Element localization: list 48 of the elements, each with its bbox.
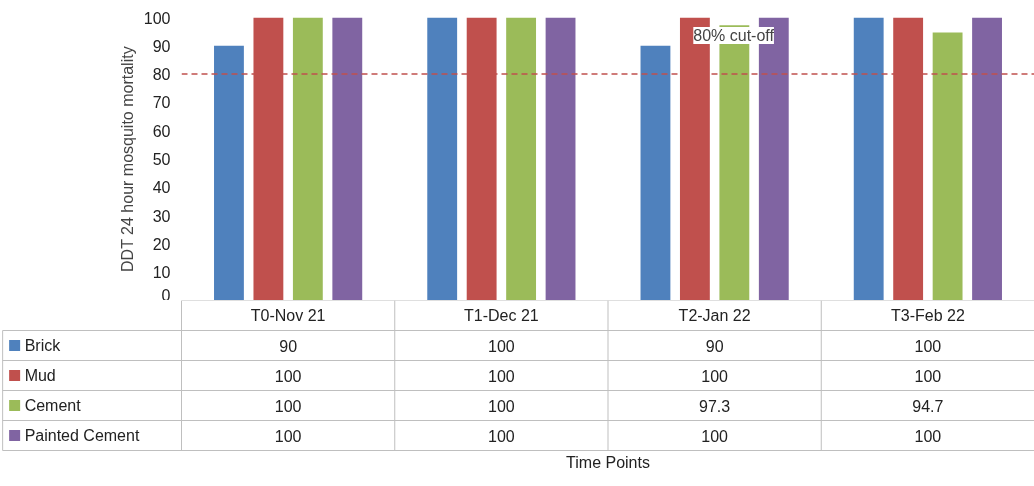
legend-label: Painted Cement: [24, 427, 140, 444]
x-tick-label: T2-Jan 22: [678, 307, 751, 324]
bar: [545, 17, 576, 300]
data-label: 100: [914, 337, 942, 355]
bar: [972, 17, 1002, 300]
y-tick-label: 20: [152, 235, 171, 253]
data-label: 100: [914, 367, 942, 385]
legend-label: Mud: [24, 367, 56, 384]
x-tick-label: T1-Dec 21: [464, 307, 539, 324]
x-tick-label: T3-Feb 22: [890, 307, 965, 324]
bar: [427, 17, 458, 300]
data-label: 100: [701, 367, 729, 385]
y-tick-label: 50: [152, 151, 171, 168]
y-tick-label: 0: [161, 286, 171, 304]
bar: [332, 17, 363, 300]
ref-line-label: 80% cut-off: [693, 27, 775, 45]
bar: [214, 45, 244, 300]
y-tick-label: 40: [152, 179, 171, 197]
y-tick-label: 100: [143, 9, 171, 27]
data-label: 100: [914, 427, 942, 445]
data-label: 100: [274, 367, 302, 385]
data-label: 100: [488, 367, 515, 385]
bar: [506, 17, 537, 300]
y-tick-label: 70: [152, 94, 171, 112]
y-axis-title: DDT 24 hour mosquito mortality: [118, 46, 136, 272]
legend-label: Cement: [24, 397, 82, 414]
x-tick-label: T0-Nov 21: [250, 307, 326, 324]
text: Time Points: [566, 454, 650, 471]
data-label: 97.3: [699, 397, 731, 415]
y-tick-label: 10: [152, 264, 171, 282]
bar: [853, 17, 884, 300]
bar: [932, 32, 963, 300]
legend-label: Brick: [24, 337, 62, 354]
data-label: 100: [274, 427, 302, 445]
y-tick-label: 60: [152, 122, 171, 140]
bar: [292, 17, 323, 300]
data-label: 90: [279, 337, 298, 355]
y-tick-label: 80: [152, 66, 171, 84]
data-label: 90: [705, 337, 724, 355]
bar: [640, 45, 671, 300]
data-label: 100: [488, 427, 515, 445]
data-label: 94.7: [912, 397, 944, 415]
data-label: 100: [274, 397, 302, 415]
data-label: 100: [488, 337, 515, 355]
y-tick-label: 90: [152, 37, 171, 55]
data-label: 100: [701, 427, 729, 445]
y-tick-label: 30: [152, 207, 171, 225]
data-label: 100: [488, 397, 515, 415]
